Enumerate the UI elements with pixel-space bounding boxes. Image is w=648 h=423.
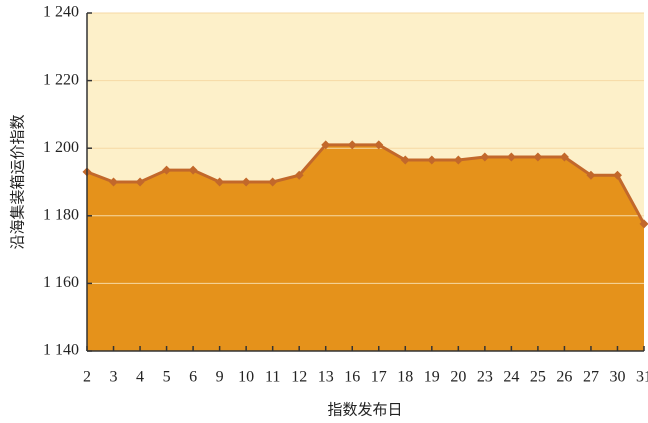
marker: [453, 155, 463, 165]
marker: [215, 177, 225, 187]
x-tick-label: 31: [636, 369, 648, 386]
x-tick-label: 6: [189, 369, 197, 386]
marker: [135, 177, 145, 187]
marker: [374, 140, 384, 150]
marker: [586, 170, 596, 180]
x-tick-label: 25: [530, 369, 546, 386]
x-tick-label: 12: [291, 369, 307, 386]
marker: [268, 177, 278, 187]
marker: [480, 152, 490, 162]
x-tick-label: 19: [424, 369, 440, 386]
line: [86, 143, 646, 225]
marker: [506, 152, 516, 162]
x-tick-label: 30: [609, 369, 625, 386]
marker: [612, 170, 622, 180]
x-tick-label: 10: [238, 369, 254, 386]
y-axis-title: 沿海集装箱运价指数: [9, 114, 27, 249]
x-tick-label: 18: [397, 369, 413, 386]
y-tick-label: 1 180: [43, 206, 79, 223]
x-tick-label: 16: [344, 369, 360, 386]
y-tick-label: 1 160: [43, 274, 79, 291]
marker: [427, 155, 437, 165]
marker: [294, 170, 304, 180]
marker: [347, 140, 357, 150]
y-tick-label: 1 240: [43, 4, 79, 21]
x-tick-label: 23: [477, 369, 493, 386]
x-axis-title: 指数发布日: [327, 401, 402, 419]
x-tick-label: 5: [163, 369, 171, 386]
x-tick-label: 26: [556, 369, 572, 386]
x-tick-label: 2: [83, 369, 91, 386]
marker: [533, 152, 543, 162]
marker: [400, 155, 410, 165]
x-tick-label: 20: [450, 369, 466, 386]
x-tick-label: 11: [265, 369, 280, 386]
marker: [321, 140, 331, 150]
area: [87, 144, 644, 351]
marker: [162, 165, 172, 175]
x-tick-label: 27: [583, 369, 599, 386]
marker: [559, 152, 569, 162]
x-tick-label: 9: [216, 369, 224, 386]
y-tick-label: 1 200: [43, 139, 79, 156]
x-tick-label: 24: [503, 369, 519, 386]
y-tick-label: 1 140: [43, 342, 79, 359]
marker: [109, 177, 119, 187]
y-tick-label: 1 220: [43, 71, 79, 88]
x-tick-label: 3: [110, 369, 118, 386]
marker: [639, 219, 648, 229]
marker: [188, 165, 198, 175]
x-tick-label: 17: [371, 369, 387, 386]
x-tick-label: 13: [318, 369, 334, 386]
marker: [241, 177, 251, 187]
x-tick-label: 4: [136, 369, 144, 386]
